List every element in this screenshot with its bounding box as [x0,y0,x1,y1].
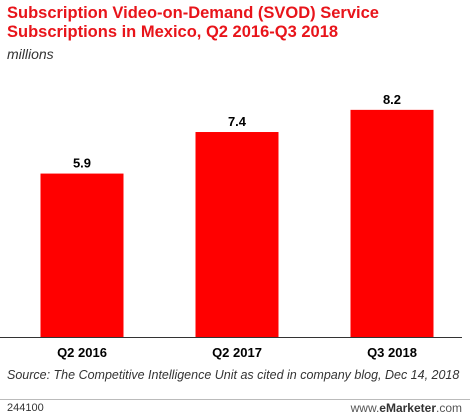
chart-title: Subscription Video-on-Demand (SVOD) Serv… [7,4,379,41]
bar-q2-2017 [195,132,279,337]
bar-q2-2016 [40,173,124,337]
brand-prefix: www. [350,401,380,415]
x-tick-label: Q2 2017 [212,345,262,360]
x-tick-label: Q2 2016 [57,345,107,360]
footer-divider [0,399,470,400]
data-label: 8.2 [383,92,401,107]
bar-q3-2018 [350,109,434,337]
brand-logo: www.eMarketer.com [351,401,462,415]
chart-id: 244100 [7,402,44,414]
brand-name: eMarketer [379,401,436,415]
data-label: 7.4 [228,114,247,129]
bar-chart: 5.9 Q2 2016 7.4 Q2 2017 8.2 Q3 2018 [0,92,462,360]
data-label: 5.9 [73,156,91,171]
brand-suffix: .com [435,401,462,415]
source-note: Source: The Competitive Intelligence Uni… [7,368,460,382]
chart-subtitle: millions [7,46,54,62]
x-tick-label: Q3 2018 [367,345,417,360]
